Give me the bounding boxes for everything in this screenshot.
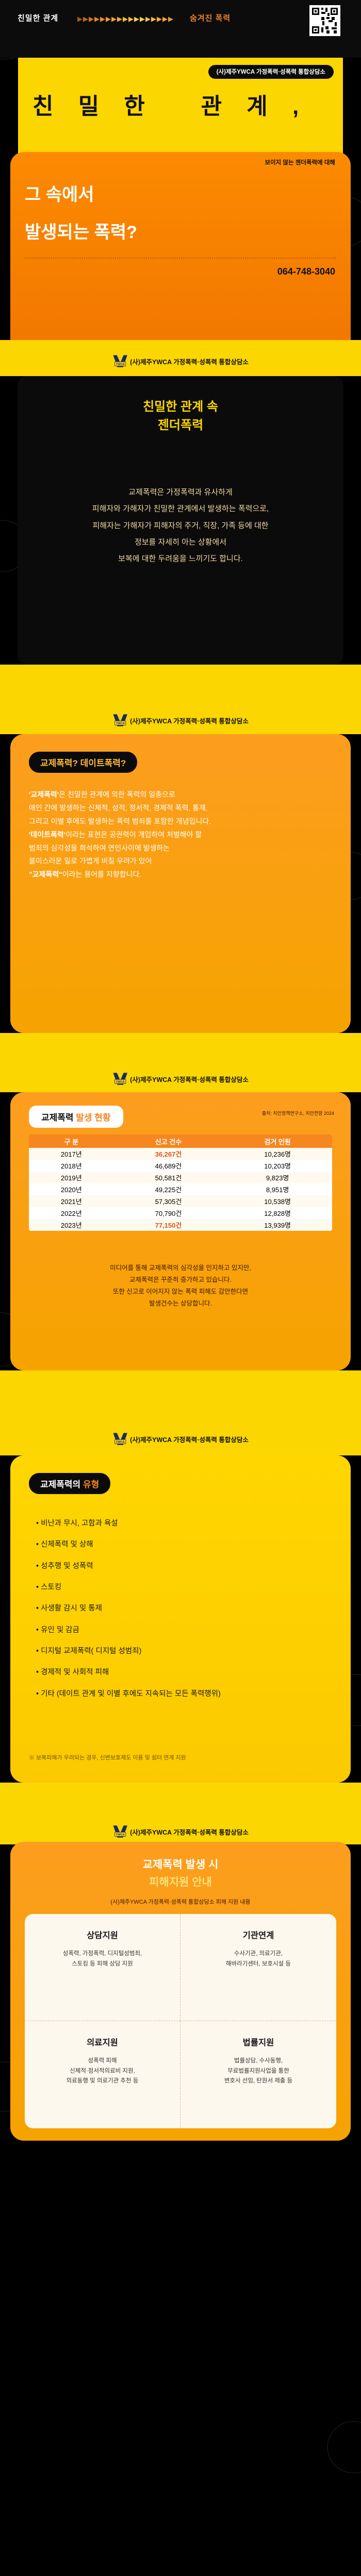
svg-text:YWCA: YWCA [116, 722, 125, 725]
svg-text:YWCA: YWCA [116, 363, 125, 366]
svg-text:YWCA: YWCA [116, 1080, 125, 1083]
svg-text:YWCA: YWCA [116, 1440, 125, 1444]
svg-text:YWCA: YWCA [116, 1833, 125, 1836]
